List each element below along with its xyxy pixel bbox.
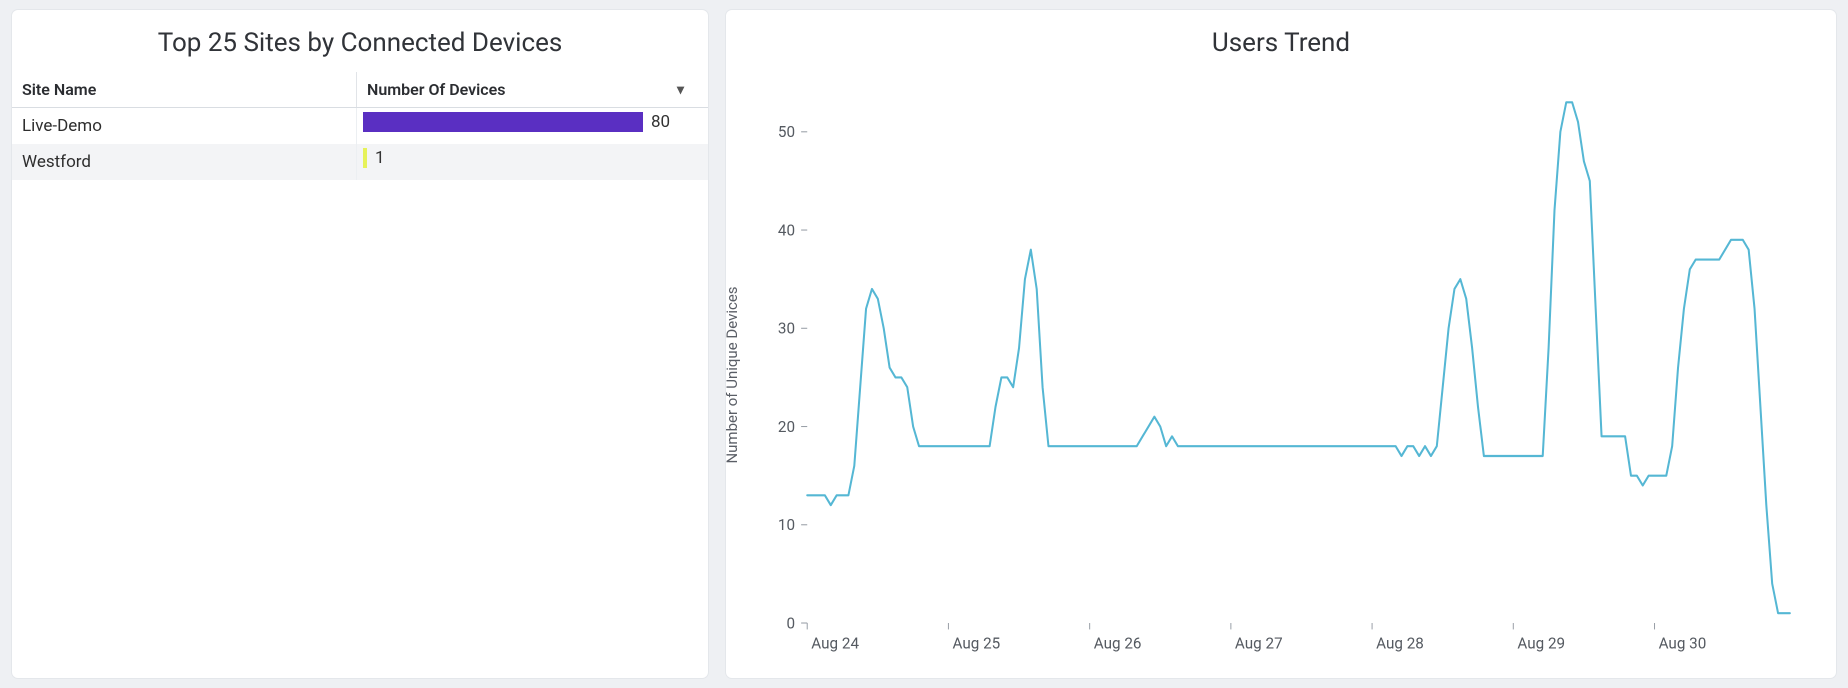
users-trend-panel: Users Trend Number of Unique Devices 0 10… [726,10,1836,678]
site-name-cell: Westford [12,144,357,180]
svg-text:Aug 25: Aug 25 [953,633,1001,652]
device-count-cell: 80 [357,108,708,136]
device-count-bar [363,112,643,132]
svg-text:Aug 26: Aug 26 [1094,633,1142,652]
svg-text:Aug 27: Aug 27 [1235,633,1283,652]
col-header-devices[interactable]: Number Of Devices ▾ [357,72,708,107]
svg-text:Aug 28: Aug 28 [1376,633,1424,652]
table-row[interactable]: Live-Demo 80 [12,108,708,144]
svg-text:10: 10 [778,515,795,534]
svg-text:30: 30 [778,318,795,337]
device-count-cell: 1 [357,144,708,172]
svg-text:20: 20 [778,417,795,436]
chevron-down-icon: ▾ [677,82,684,98]
users-trend-chart: 0 10 20 30 40 50 Aug 24 Aug 25 Aug 26 Aug 27 Aug 2… [734,72,1812,670]
device-count-value: 1 [375,148,385,168]
device-count-value: 80 [651,112,670,132]
col-header-site[interactable]: Site Name [12,72,357,107]
svg-text:Aug 29: Aug 29 [1517,633,1565,652]
col-header-devices-label: Number Of Devices [367,80,505,99]
users-trend-chart-wrap: Number of Unique Devices 0 10 20 30 40 50 Aug … [726,72,1836,678]
svg-text:Aug 30: Aug 30 [1659,633,1707,652]
users-trend-title: Users Trend [726,10,1836,72]
sites-panel: Top 25 Sites by Connected Devices Site N… [12,10,708,678]
sites-table-body: Live-Demo 80 Westford 1 [12,108,708,180]
svg-text:Aug 24: Aug 24 [811,633,859,652]
device-count-bar [363,148,367,168]
table-row[interactable]: Westford 1 [12,144,708,180]
svg-text:0: 0 [786,613,795,632]
sites-table-header: Site Name Number Of Devices ▾ [12,72,708,108]
sites-panel-title: Top 25 Sites by Connected Devices [12,10,708,72]
site-name-cell: Live-Demo [12,108,357,144]
svg-text:50: 50 [778,122,795,141]
svg-text:40: 40 [778,220,795,239]
chart-y-axis-label: Number of Unique Devices [726,286,741,463]
